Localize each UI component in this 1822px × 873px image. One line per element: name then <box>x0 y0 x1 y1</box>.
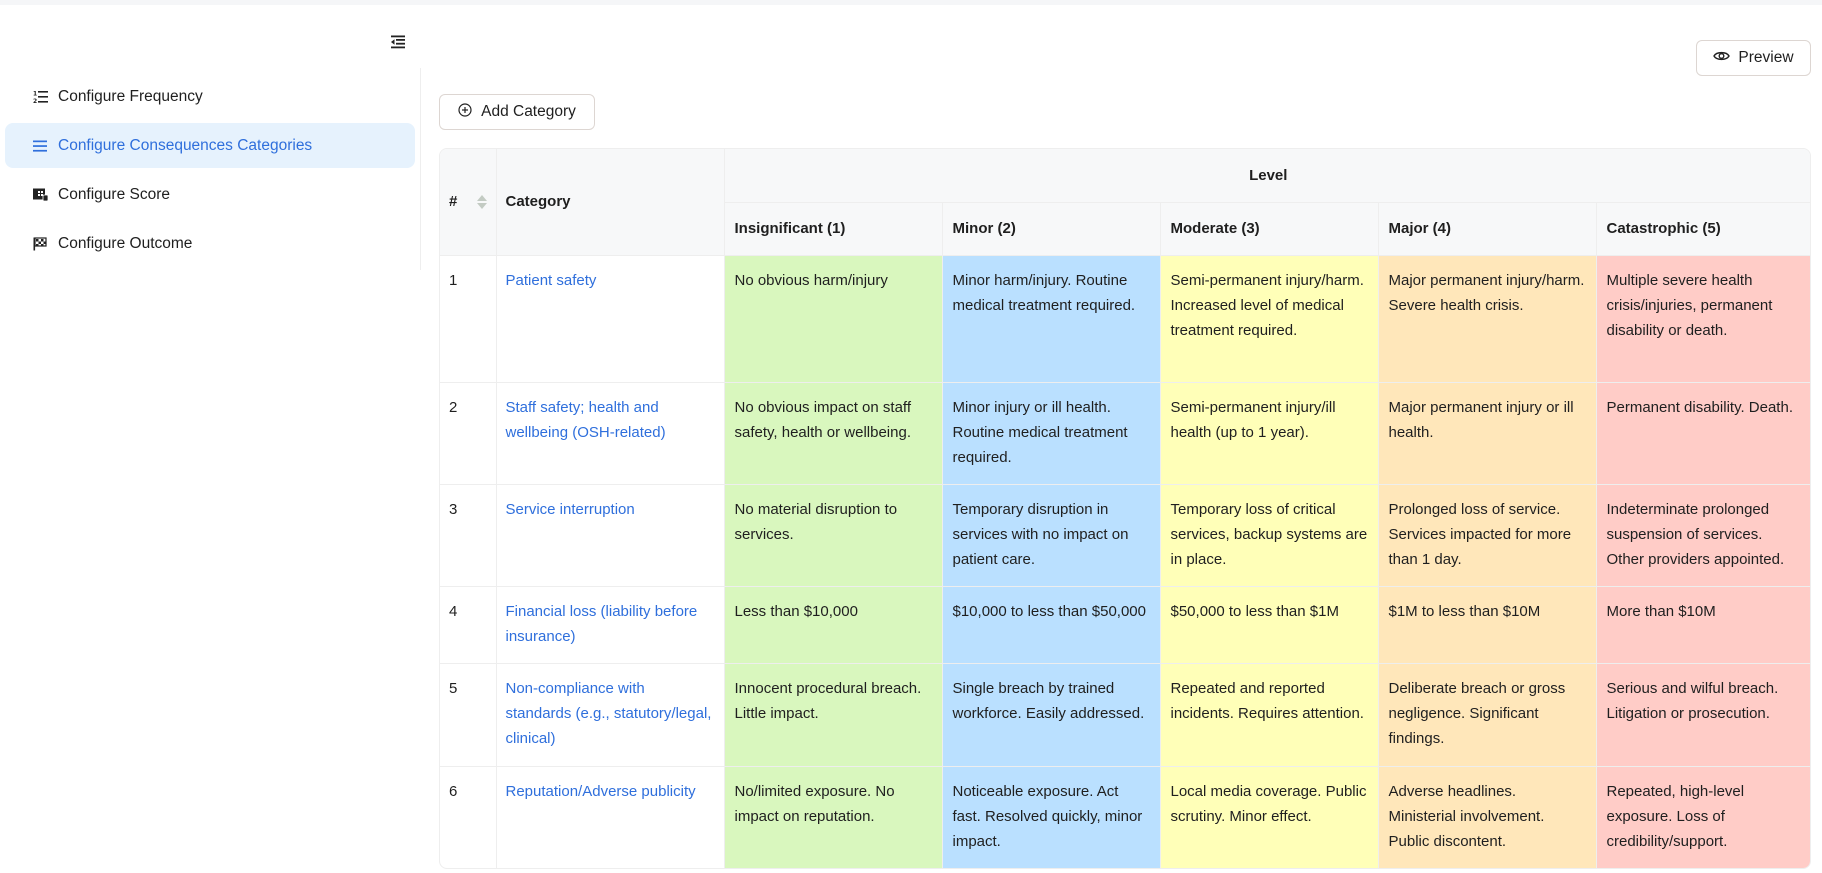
level-cell: No/limited exposure. No impact on reputa… <box>724 766 943 868</box>
level-cell: Permanent disability. Death. <box>1596 382 1810 485</box>
column-header-level-3: Moderate (3) <box>1160 202 1379 256</box>
category-link[interactable]: Reputation/Adverse publicity <box>505 782 696 800</box>
sidebar: 1 2 Configure Frequency Configure Conseq… <box>0 0 421 873</box>
top-strip <box>0 0 1822 5</box>
preview-button[interactable]: Preview <box>1696 40 1811 76</box>
level-cell: Noticeable exposure. Act fast. Resolved … <box>942 766 1161 868</box>
svg-text:2: 2 <box>33 98 37 104</box>
add-category-button[interactable]: Add Category <box>439 94 595 130</box>
add-category-label: Add Category <box>481 103 576 120</box>
column-header-number[interactable]: # <box>440 149 497 256</box>
sidebar-item-configure-score[interactable]: Configure Score <box>5 172 415 217</box>
category-link[interactable]: Staff safety; health and wellbeing (OSH-… <box>505 398 666 441</box>
column-header-level-2: Minor (2) <box>942 202 1161 256</box>
level-cell: Serious and wilful breach. Litigation or… <box>1596 663 1810 767</box>
level-cell: Prolonged loss of service. Services impa… <box>1378 484 1597 587</box>
row-number: 5 <box>440 663 497 767</box>
level-cell: Local media coverage. Public scrutiny. M… <box>1160 766 1379 868</box>
sidebar-item-label: Configure Outcome <box>58 234 193 252</box>
column-group-level: Level <box>724 149 1810 203</box>
plus-circle-icon <box>458 102 472 122</box>
category-link[interactable]: Patient safety <box>505 271 597 289</box>
consequences-table: # Category Level Insignificant (1) Minor… <box>439 148 1811 869</box>
sort-caret-icon[interactable] <box>476 194 487 209</box>
sidebar-item-configure-outcome[interactable]: Configure Outcome <box>5 221 415 266</box>
table-row: 2 Staff safety; health and wellbeing (OS… <box>440 382 1810 485</box>
category-link[interactable]: Non-compliance with standards (e.g., sta… <box>505 679 712 747</box>
sidebar-divider <box>420 68 421 270</box>
table-row: 6 Reputation/Adverse publicity No/limite… <box>440 766 1810 868</box>
column-header-level-1: Insignificant (1) <box>724 202 943 256</box>
category-link[interactable]: Financial loss (liability before insuran… <box>505 602 698 645</box>
level-cell: Temporary loss of critical services, bac… <box>1160 484 1379 587</box>
level-cell: Minor harm/injury. Routine medical treat… <box>942 255 1161 383</box>
level-cell: Indeterminate prolonged suspension of se… <box>1596 484 1810 587</box>
level-cell: $10,000 to less than $50,000 <box>942 586 1161 664</box>
table-row: 5 Non-compliance with standards (e.g., s… <box>440 663 1810 767</box>
sidebar-collapse-button[interactable] <box>388 34 408 54</box>
level-cell: Semi-permanent injury/harm. Increased le… <box>1160 255 1379 383</box>
level-cell: Semi-permanent injury/ill health (up to … <box>1160 382 1379 485</box>
eye-icon <box>1713 49 1731 67</box>
column-header-category: Category <box>496 149 725 256</box>
level-cell: Repeated and reported incidents. Require… <box>1160 663 1379 767</box>
level-cell: Repeated, high-level exposure. Loss of c… <box>1596 766 1810 868</box>
svg-text:1: 1 <box>33 90 37 97</box>
level-cell: No obvious impact on staff safety, healt… <box>724 382 943 485</box>
column-header-level-4: Major (4) <box>1378 202 1597 256</box>
table-row: 3 Service interruption No material disru… <box>440 484 1810 587</box>
level-cell: Adverse headlines. Ministerial involveme… <box>1378 766 1597 868</box>
row-number: 2 <box>440 382 497 485</box>
level-cell: Deliberate breach or gross negligence. S… <box>1378 663 1597 767</box>
level-cell: Temporary disruption in services with no… <box>942 484 1161 587</box>
row-number: 3 <box>440 484 497 587</box>
ordered-list-icon: 1 2 <box>31 88 49 106</box>
sidebar-item-label: Configure Score <box>58 185 171 203</box>
sidebar-item-configure-frequency[interactable]: 1 2 Configure Frequency <box>5 74 415 119</box>
table-row: 1 Patient safety No obvious harm/injury … <box>440 255 1810 383</box>
level-cell: $50,000 to less than $1M <box>1160 586 1379 664</box>
menu-icon <box>31 137 49 155</box>
level-cell: Less than $10,000 <box>724 586 943 664</box>
level-cell: Innocent procedural breach. Little impac… <box>724 663 943 767</box>
category-link[interactable]: Service interruption <box>505 500 635 518</box>
sidebar-nav: 1 2 Configure Frequency Configure Conseq… <box>5 74 415 270</box>
level-cell: Major permanent injury/harm. Severe heal… <box>1378 255 1597 383</box>
level-cell: No material disruption to services. <box>724 484 943 587</box>
level-cell: No obvious harm/injury <box>724 255 943 383</box>
column-header-level-5: Catastrophic (5) <box>1596 202 1810 256</box>
level-cell: Single breach by trained workforce. Easi… <box>942 663 1161 767</box>
level-cell: Major permanent injury or ill health. <box>1378 382 1597 485</box>
level-cell: $1M to less than $10M <box>1378 586 1597 664</box>
level-cell: Multiple severe health crisis/injuries, … <box>1596 255 1810 383</box>
menu-fold-icon <box>390 35 406 53</box>
preview-label: Preview <box>1738 49 1794 66</box>
row-number: 6 <box>440 766 497 868</box>
sidebar-item-label: Configure Consequences Categories <box>58 136 313 154</box>
sidebar-item-label: Configure Frequency <box>58 87 203 105</box>
table-row: 4 Financial loss (liability before insur… <box>440 586 1810 664</box>
level-cell: More than $10M <box>1596 586 1810 664</box>
level-cell: Minor injury or ill health. Routine medi… <box>942 382 1161 485</box>
row-number: 4 <box>440 586 497 664</box>
sidebar-item-configure-consequences-categories[interactable]: Configure Consequences Categories <box>5 123 415 168</box>
row-number: 1 <box>440 255 497 383</box>
checkered-flag-icon <box>31 235 49 253</box>
calculator-table-icon <box>31 186 49 204</box>
